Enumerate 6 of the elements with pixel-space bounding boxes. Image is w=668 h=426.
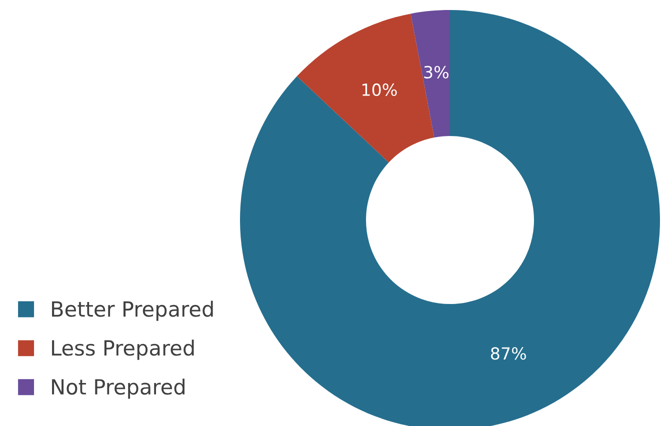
legend-label: Not Prepared [52, 378, 184, 399]
data-label: 10% [362, 83, 397, 96]
legend-label: Less Prepared [52, 340, 194, 360]
legend-label: Better Prepared [52, 300, 213, 321]
data-label: 3% [424, 66, 448, 78]
data-label: 87% [490, 347, 526, 360]
